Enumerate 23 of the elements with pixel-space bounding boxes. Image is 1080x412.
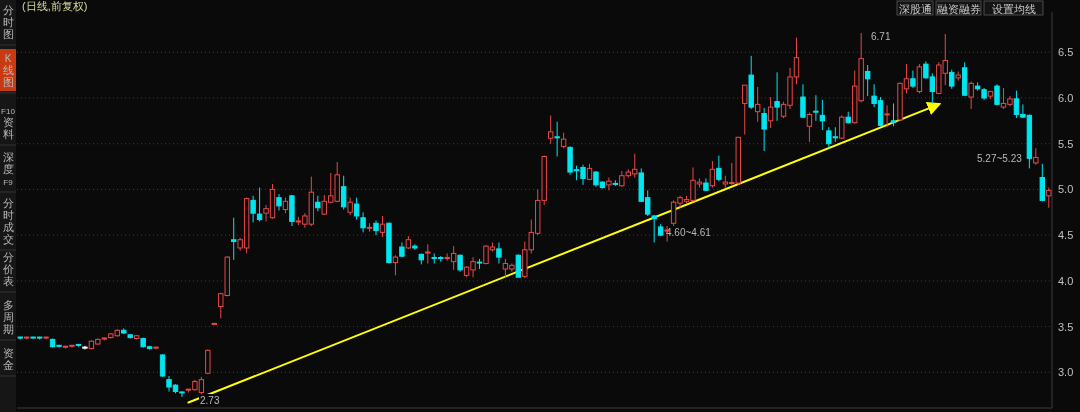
text: F10资料 <box>1 107 16 140</box>
annotation: 设置均线 <box>991 2 1036 15</box>
y-tick-label: 6.5 <box>1058 46 1074 59</box>
text: 资金 <box>2 347 14 371</box>
note: 5.27~5.23 <box>976 152 1024 165</box>
note: 2.73 <box>199 394 221 407</box>
y-tick-label: 5.0 <box>1058 183 1074 196</box>
y-tick-label: 4.5 <box>1058 229 1074 242</box>
text: 深度F9 <box>2 151 14 187</box>
chart-title: (日线,前复权) <box>22 0 88 12</box>
text: 分时成交 <box>2 197 14 245</box>
text: 多周期 <box>2 299 14 335</box>
note: 6.71 <box>870 30 892 43</box>
text: 分时图 <box>2 4 14 40</box>
y-tick-label: 5.5 <box>1058 137 1074 150</box>
y-tick-label: 6.0 <box>1058 91 1074 104</box>
y-tick-label: 3.5 <box>1058 320 1074 333</box>
annotation: 深股通 <box>898 2 932 15</box>
annotation: 融资融券 <box>936 2 981 15</box>
y-tick-label: 3.0 <box>1058 366 1074 379</box>
text: 分价表 <box>1 251 14 287</box>
y-tick-label: 4.0 <box>1058 274 1074 287</box>
text: K线图 <box>2 53 14 88</box>
